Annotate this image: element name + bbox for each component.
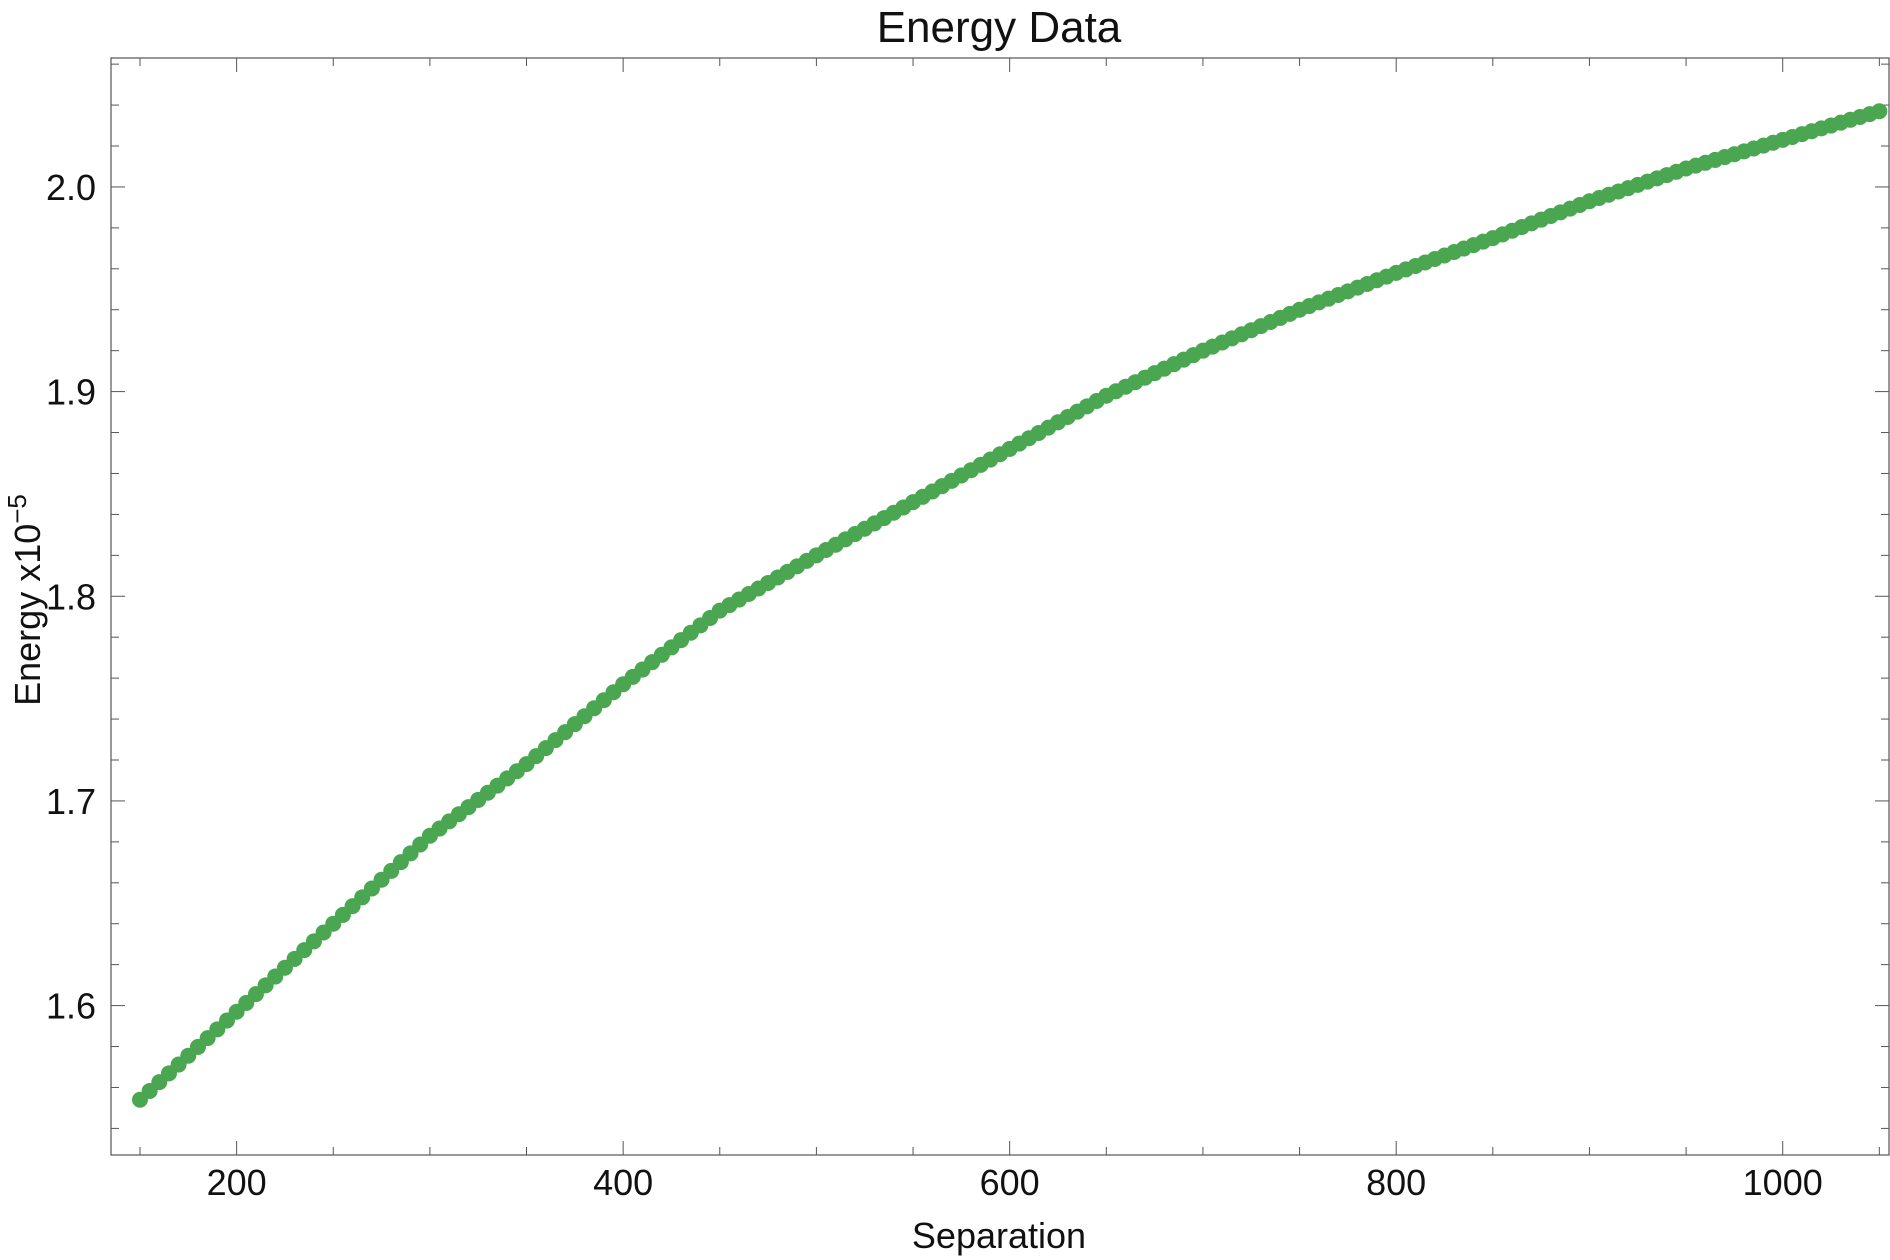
data-series xyxy=(131,103,1888,1108)
x-tick-label: 600 xyxy=(980,1162,1040,1203)
axis-ticks xyxy=(111,58,1889,1155)
plot-frame xyxy=(110,57,1890,1156)
y-axis-label: Energy x10−5 xyxy=(2,494,48,706)
y-axis-label-text: Energy x10 xyxy=(7,524,48,706)
axis-tick-labels: 200 400 600 800 1000 1.6 1.7 1.8 1.9 2.0 xyxy=(46,167,1823,1203)
y-tick-label: 1.6 xyxy=(46,986,96,1027)
x-tick-label: 400 xyxy=(593,1162,653,1203)
x-tick-label: 200 xyxy=(207,1162,267,1203)
y-axis-label-exponent: −5 xyxy=(2,494,32,524)
x-tick-label: 800 xyxy=(1366,1162,1426,1203)
y-tick-label: 1.8 xyxy=(46,576,96,617)
y-tick-label: 2.0 xyxy=(46,167,96,208)
chart-title: Energy Data xyxy=(877,3,1122,52)
x-tick-label: 1000 xyxy=(1743,1162,1823,1203)
y-tick-label: 1.7 xyxy=(46,781,96,822)
x-axis-label: Separation xyxy=(912,1215,1086,1256)
y-tick-label: 1.9 xyxy=(46,372,96,413)
data-point xyxy=(1871,103,1888,120)
